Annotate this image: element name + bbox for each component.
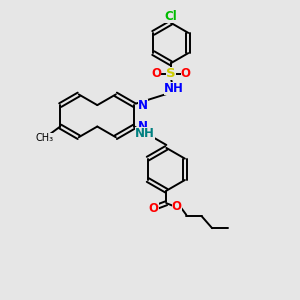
Text: CH₃: CH₃	[36, 133, 54, 143]
Text: O: O	[181, 68, 191, 80]
Text: N: N	[138, 99, 148, 112]
Text: O: O	[149, 202, 159, 215]
Text: NH: NH	[135, 128, 155, 140]
Text: O: O	[151, 68, 161, 80]
Text: O: O	[172, 200, 182, 213]
Text: NH: NH	[164, 82, 184, 95]
Text: N: N	[138, 120, 148, 133]
Text: S: S	[166, 68, 175, 80]
Text: Cl: Cl	[164, 10, 177, 23]
